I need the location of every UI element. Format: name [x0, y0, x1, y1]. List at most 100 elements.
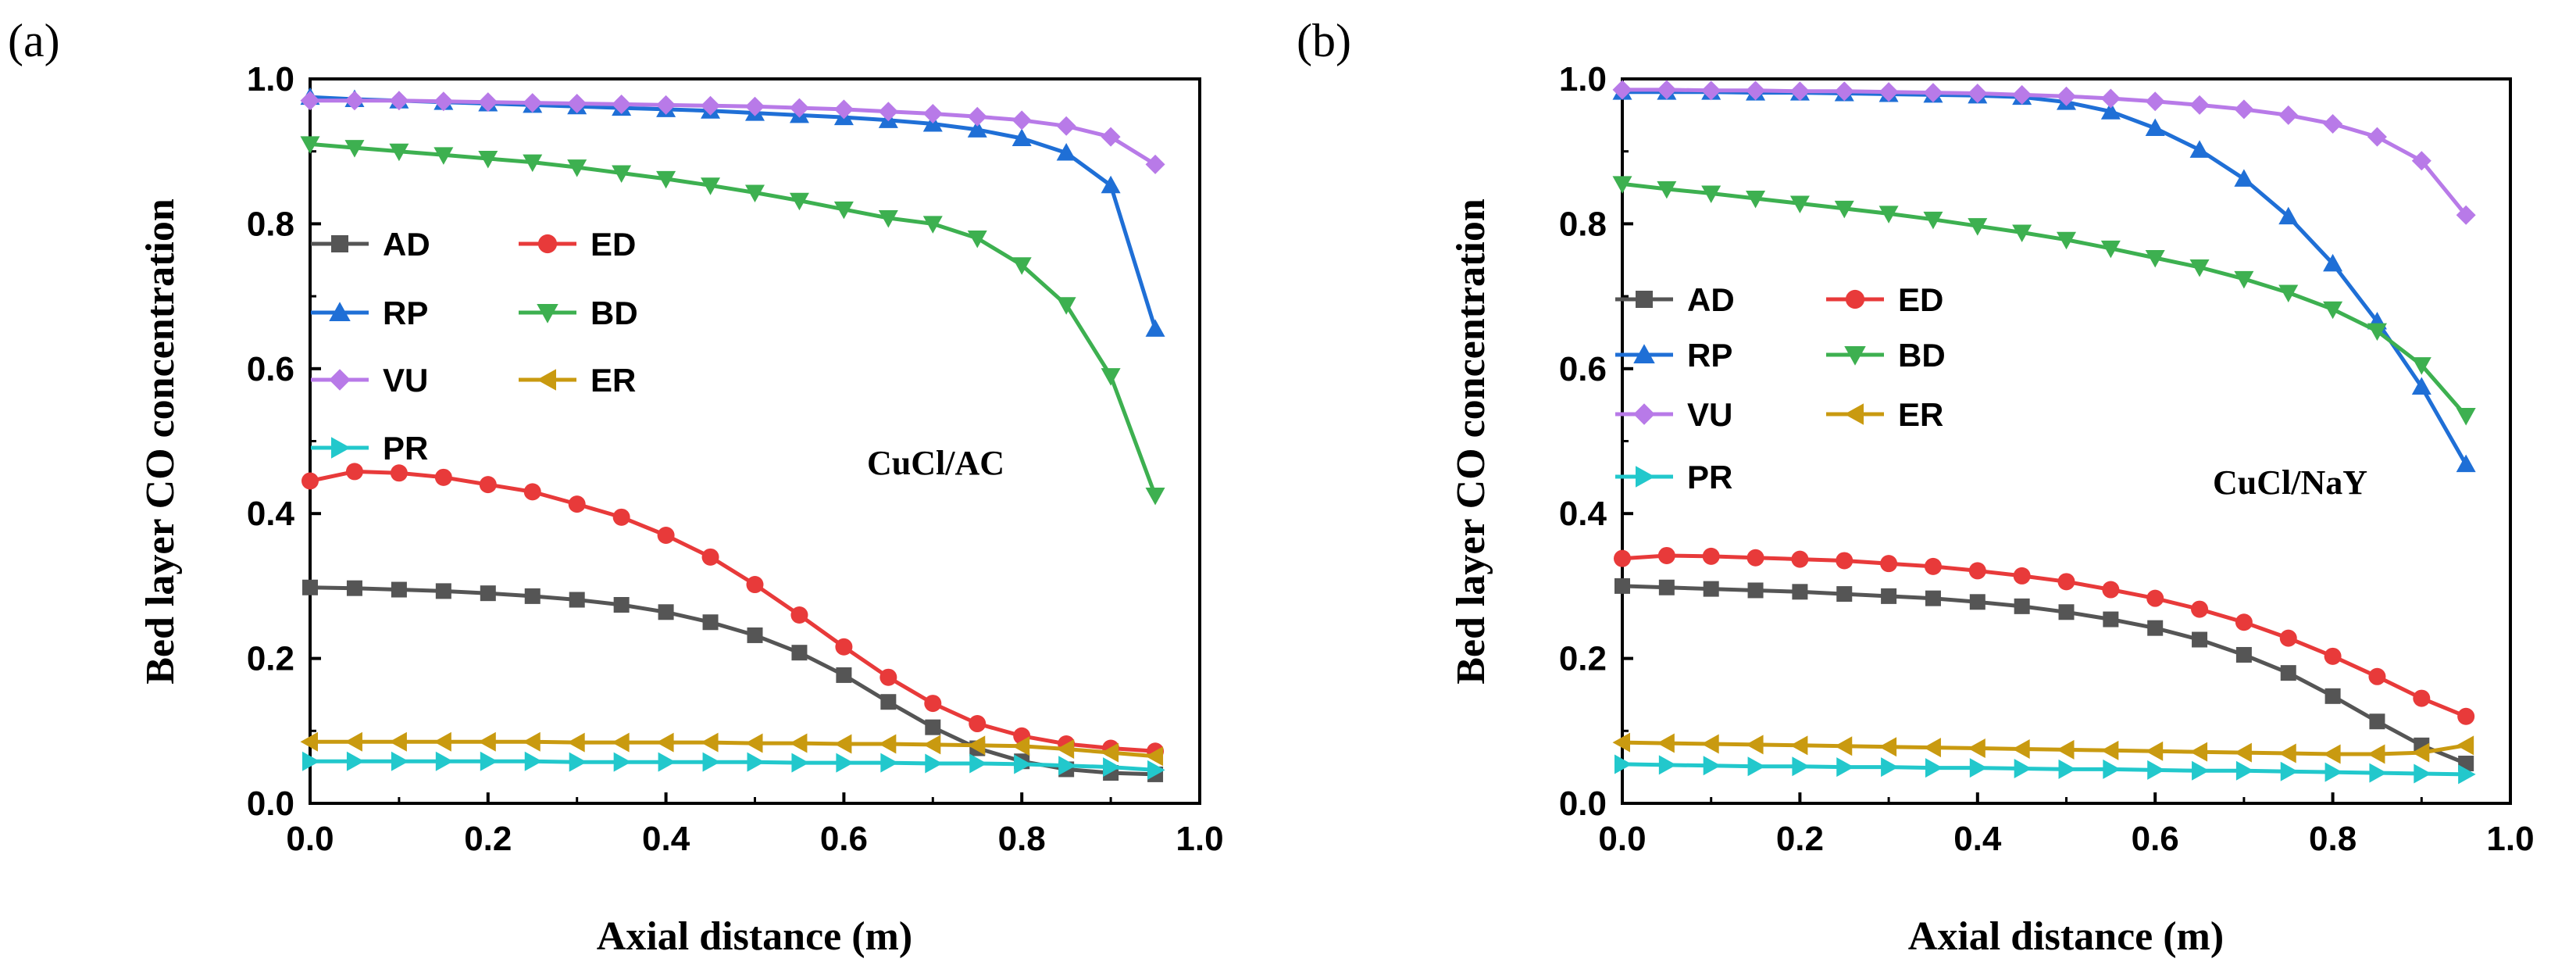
y-tick-label: 0.4 [247, 495, 295, 533]
data-point-bd [344, 140, 365, 158]
data-point-ad [925, 719, 941, 735]
data-point-pr [2324, 762, 2343, 782]
data-point-er [1101, 742, 1119, 763]
data-point-ed [2013, 567, 2031, 585]
data-point-er [967, 735, 986, 756]
data-point-pr [1614, 754, 1632, 774]
data-point-pr [2192, 760, 2210, 781]
data-point-bd [789, 192, 809, 211]
data-point-vu [1746, 80, 1766, 101]
data-point-vu [1701, 80, 1721, 101]
legend-marker [1633, 403, 1655, 425]
data-point-pr [2058, 759, 2076, 779]
data-point-vu [1145, 154, 1165, 174]
y-axis-title: Bed layer CO concentration [138, 198, 183, 685]
y-tick-label: 0.0 [247, 785, 294, 823]
legend-item-vu: VU [311, 362, 428, 399]
legend-label: PR [383, 430, 428, 467]
data-point-ed [1924, 557, 1942, 575]
data-point-ad [1658, 579, 1675, 595]
data-point-rp [967, 120, 987, 138]
legend-label: RP [383, 295, 428, 331]
data-point-er [344, 731, 362, 752]
data-point-ed [1880, 555, 1898, 573]
data-point-pr [1925, 758, 1943, 778]
data-point-ed [479, 476, 497, 494]
data-point-pr [2103, 759, 2121, 779]
series-line-bd [309, 141, 1158, 496]
data-point-vu [612, 94, 632, 114]
data-point-pr [658, 752, 676, 772]
series-vu [300, 91, 1165, 174]
data-point-bd [2456, 408, 2476, 426]
data-point-bd [2278, 284, 2299, 302]
data-point-vu [1834, 81, 1854, 102]
data-point-pr [391, 751, 409, 771]
data-point-ed [1746, 549, 1764, 567]
data-point-ed [701, 548, 719, 566]
legend-label: BD [1898, 337, 1946, 374]
data-point-bd [2323, 301, 2343, 320]
data-point-bd [1145, 488, 1165, 506]
data-point-pr [836, 753, 854, 773]
data-point-bd [656, 170, 676, 189]
legend-label: BD [590, 295, 638, 331]
data-point-er [1145, 746, 1164, 767]
data-point-er [1612, 732, 1630, 753]
data-point-ad [569, 592, 585, 608]
data-point-vu [300, 91, 320, 111]
data-point-pr [1147, 760, 1165, 780]
data-point-vu [656, 95, 676, 115]
data-point-er [1746, 735, 1764, 755]
legend-item-pr: PR [1615, 459, 1732, 495]
data-point-ed [746, 576, 764, 594]
series-ed [1614, 546, 2475, 725]
data-point-pr [1792, 756, 1810, 777]
data-point-er [833, 734, 852, 754]
legend-marker [329, 302, 351, 321]
x-tick-label: 1.0 [1176, 820, 1223, 858]
data-point-vu [344, 91, 365, 111]
data-point-ad [480, 585, 496, 602]
legend: AD ED RP BD VU ER PR [1615, 281, 1946, 495]
data-point-ad [2369, 713, 2385, 730]
data-point-pr [1658, 755, 1677, 775]
data-point-ed [2146, 589, 2164, 607]
data-point-ed [2102, 581, 2120, 599]
data-point-er [2234, 742, 2252, 763]
data-point-bd [2057, 231, 2076, 250]
y-tick-label: 0.2 [247, 640, 294, 678]
data-point-bd [745, 184, 765, 203]
catalyst-annotation: CuCl/AC [867, 444, 1004, 482]
data-point-ad [2235, 646, 2252, 663]
data-point-pr [2458, 764, 2476, 785]
data-point-rp [2189, 140, 2210, 158]
data-point-pr [2414, 763, 2432, 784]
data-point-rp [1011, 128, 1032, 147]
data-point-vu [478, 92, 498, 113]
data-point-vu [833, 99, 854, 120]
data-point-pr [1881, 757, 1899, 778]
data-point-ad [391, 581, 407, 598]
data-point-ed [345, 463, 363, 481]
legend-item-ed: ED [1826, 281, 1943, 318]
data-point-bd [967, 230, 987, 249]
data-point-ed [1791, 550, 1809, 568]
data-point-vu [2323, 113, 2343, 134]
data-point-ed [1702, 547, 1720, 565]
data-point-rp [1056, 143, 1076, 161]
data-point-bd [922, 216, 943, 234]
legend-marker [1636, 291, 1653, 308]
data-point-er [389, 731, 407, 752]
data-point-ed [924, 695, 942, 713]
series-ed [301, 463, 1165, 760]
data-point-ed [1657, 546, 1675, 564]
data-point-ed [1614, 549, 1631, 567]
legend-item-bd: BD [1826, 337, 1946, 374]
data-point-er [2411, 742, 2430, 763]
data-point-pr [1836, 757, 1854, 778]
data-point-ad [302, 579, 318, 595]
data-point-ad [880, 694, 897, 710]
data-point-bd [2145, 249, 2165, 268]
data-point-vu [745, 96, 765, 116]
